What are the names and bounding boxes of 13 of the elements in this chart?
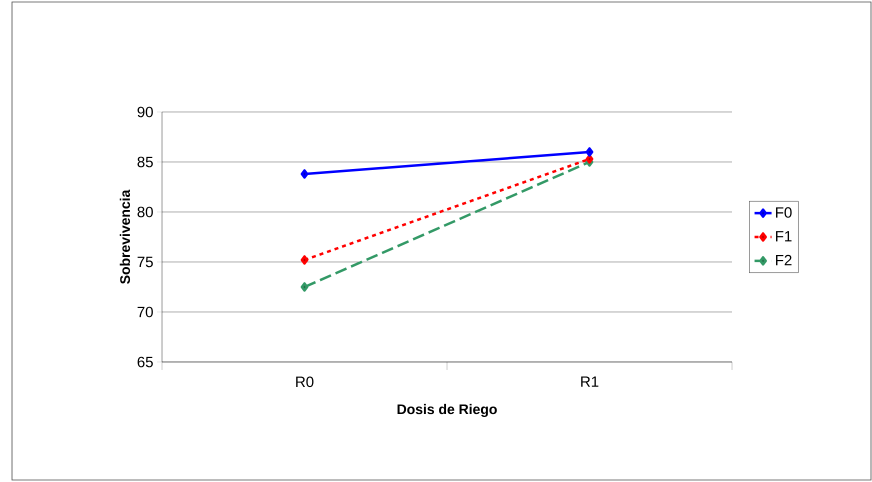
y-tick-label: 65 — [138, 356, 153, 368]
y-axis-title: Sobrevivencia — [120, 190, 130, 284]
legend-label: F0 — [776, 207, 792, 218]
y-tick-label: 90 — [138, 106, 153, 118]
x-tick-label: R1 — [581, 376, 598, 387]
y-tick-label: 85 — [138, 156, 153, 168]
y-tick-label: 75 — [138, 256, 153, 268]
y-tick-label: 70 — [138, 306, 153, 318]
legend-label: F1 — [776, 231, 792, 242]
x-axis-title: Dosis de Riego — [398, 404, 497, 417]
x-tick-label: R0 — [296, 376, 314, 388]
y-tick-label: 80 — [138, 206, 153, 218]
legend-label: F2 — [776, 254, 792, 266]
